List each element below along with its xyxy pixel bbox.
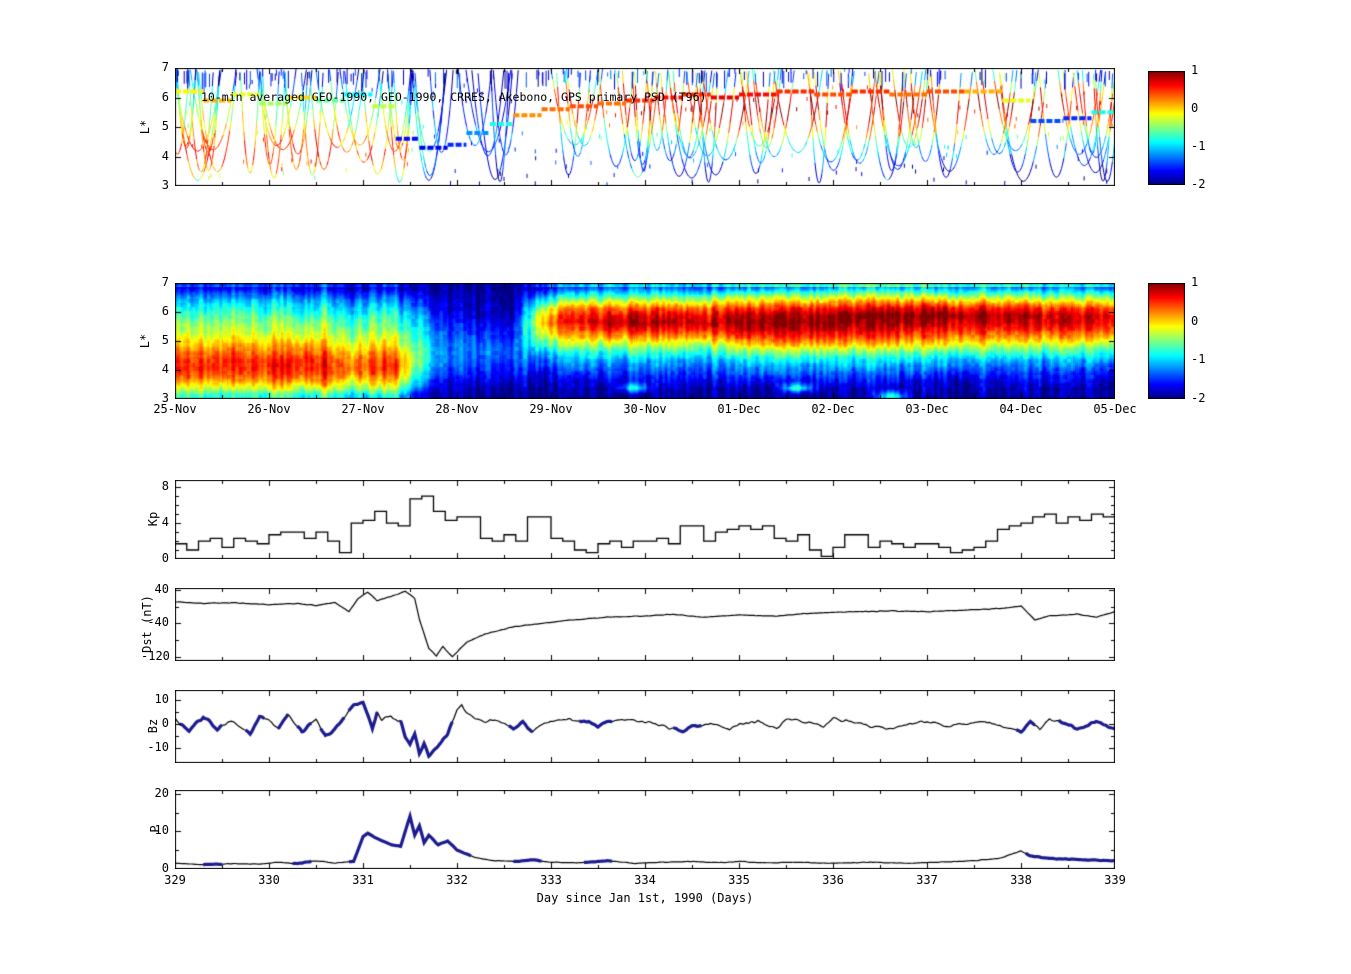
bz-plot: [175, 690, 1115, 763]
y-tick-label: 5: [161, 333, 169, 347]
x-tick-label: 337: [916, 873, 938, 887]
colorbar-tick-label: 0: [1191, 101, 1199, 115]
x-tick-label: 330: [258, 873, 280, 887]
y-tick-label: 10: [154, 691, 169, 706]
x-date-label: 26-Nov: [247, 402, 291, 416]
x-tick-label: 331: [352, 873, 374, 887]
psd-scatter-plot: [175, 68, 1115, 186]
x-date-label: 05-Dec: [1093, 402, 1137, 416]
y-tick-label: -40: [147, 615, 169, 630]
y-tick-label: 7: [161, 275, 169, 289]
x-tick-label: 329: [164, 873, 186, 887]
y-tick-label: 3: [161, 391, 169, 405]
y-tick-label: 10: [154, 823, 169, 838]
y-tick-label: 4: [161, 362, 169, 376]
x-date-label: 28-Nov: [435, 402, 479, 416]
x-date-label: 30-Nov: [623, 402, 667, 416]
x-tick-label: 334: [634, 873, 656, 887]
y-tick-label: 3: [161, 178, 169, 192]
x-tick-label: 336: [822, 873, 844, 887]
y-tick-label: 0: [161, 861, 169, 875]
x-date-label: 02-Dec: [811, 402, 855, 416]
x-date-label: 01-Dec: [717, 402, 761, 416]
colorbar-tick-label: -2: [1191, 177, 1206, 191]
kp-plot: [175, 480, 1115, 559]
y-tick-label: -120: [141, 648, 170, 663]
x-axis-label: Day since Jan 1st, 1990 (Days): [536, 891, 754, 905]
psd-scatter-title: 10-min averaged GEO-1990, GEO-1990, CRRE…: [201, 90, 707, 104]
y-tick-label: 20: [154, 785, 169, 800]
x-tick-label: 338: [1010, 873, 1032, 887]
y-tick-label: 4: [161, 515, 169, 530]
y-tick-label: 0: [161, 551, 169, 565]
x-date-label: 27-Nov: [341, 402, 385, 416]
y-tick-label: 5: [161, 119, 169, 133]
x-tick-label: 333: [540, 873, 562, 887]
y-tick-label: 0: [161, 716, 169, 731]
y-tick-label: 4: [161, 148, 169, 163]
colorbar-tick-label: -1: [1191, 139, 1206, 153]
x-date-label: 04-Dec: [999, 402, 1043, 416]
x-tick-label: 339: [1104, 873, 1126, 887]
y-tick-label: 7: [161, 60, 169, 74]
y-tick-label: 40: [154, 582, 169, 597]
x-date-label: 03-Dec: [905, 402, 949, 416]
x-date-label: 29-Nov: [529, 402, 573, 416]
x-tick-label: 335: [728, 873, 750, 887]
x-tick-label: 332: [446, 873, 468, 887]
psd-spectrogram-plot: [175, 283, 1115, 399]
colorbar-tick-label: -1: [1191, 352, 1206, 367]
y-tick-label: -10: [147, 740, 169, 755]
y-tick-label: 8: [161, 479, 169, 494]
colorbar-tick-label: 0: [1191, 313, 1199, 328]
colorbar-tick-label: 1: [1191, 63, 1199, 77]
psd-spectrogram-colorbar: [1148, 283, 1185, 399]
colorbar-tick-label: 1: [1191, 275, 1199, 289]
y-tick-label: 6: [161, 89, 169, 104]
dst-plot: [175, 588, 1115, 661]
x-date-label: 25-Nov: [153, 402, 197, 416]
psd-scatter-colorbar: [1148, 71, 1185, 185]
p-plot: [175, 790, 1115, 869]
y-tick-label: 6: [161, 304, 169, 318]
colorbar-tick-label: -2: [1191, 391, 1206, 405]
